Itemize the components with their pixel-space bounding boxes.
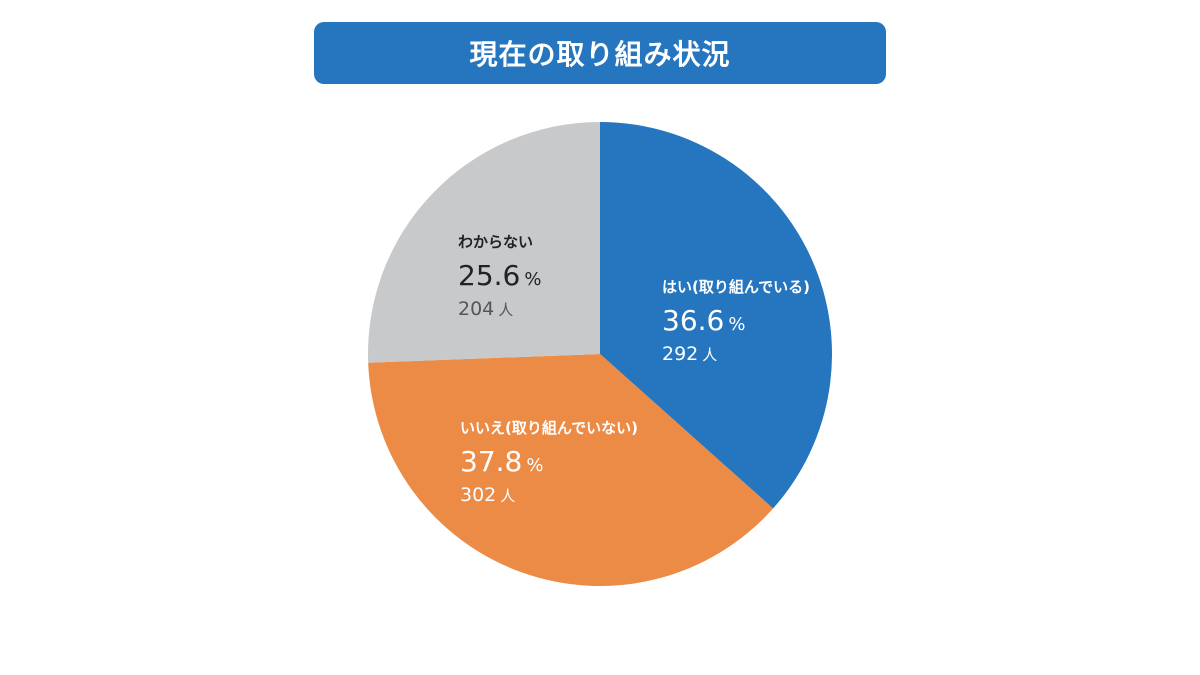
slice-percent-no: 37.8% [460, 445, 543, 478]
slice-count-unknown: 204 人 [458, 298, 513, 320]
slice-count-yes: 292 人 [662, 343, 717, 365]
title-banner: 現在の取り組み状況 [314, 22, 886, 84]
slice-percent-unknown: 25.6% [458, 259, 541, 292]
slice-percent-yes: 36.6% [662, 304, 745, 337]
slice-label-group-unknown: わからない 25.6 % 204 人 [458, 233, 541, 320]
slice-label-no: いいえ(取り組んでいない) [460, 419, 638, 437]
slice-label-unknown: わからない [458, 233, 533, 251]
slice-label-group-no: いいえ(取り組んでいない) 37.8 % 302 人 [460, 419, 638, 506]
pie-slice-unknown [367, 121, 600, 363]
chart-title: 現在の取り組み状況 [469, 38, 731, 71]
slice-count-no: 302 人 [460, 484, 515, 506]
slice-label-group-yes: はい(取り組んでいる) 36.6 % 292 人 [662, 278, 810, 365]
pie-slice-yes [600, 122, 832, 509]
slice-label-yes: はい(取り組んでいる) [662, 278, 810, 296]
pie-slice-no [368, 354, 774, 587]
